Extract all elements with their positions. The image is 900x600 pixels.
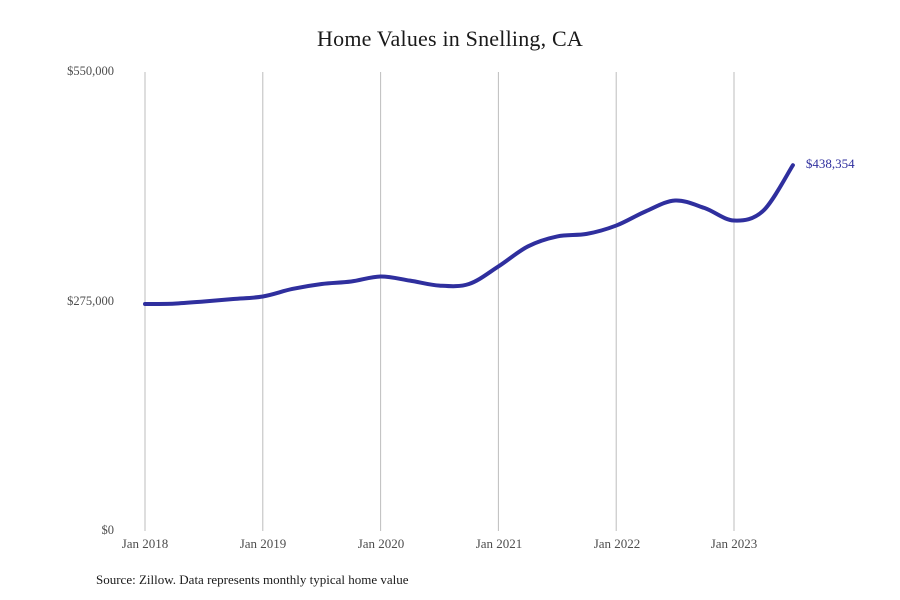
y-axis-tick-275000: $275,000 [67, 294, 114, 308]
y-axis-tick-550000: $550,000 [67, 64, 114, 78]
home-value-series-line [143, 163, 795, 306]
x-axis-tick-jan-2018: Jan 2018 [121, 536, 169, 551]
x-axis-tick-jan-2022: Jan 2022 [593, 536, 641, 551]
chart-title: Home Values in Snelling, CA [317, 26, 583, 51]
x-axis-tick-jan-2023: Jan 2023 [710, 536, 758, 551]
x-axis-tick-jan-2021: Jan 2021 [475, 536, 523, 551]
source-note: Source: Zillow. Data represents monthly … [96, 572, 409, 587]
x-axis-tick-jan-2020: Jan 2020 [357, 536, 405, 551]
gridlines [144, 72, 735, 531]
x-axis-tick-jan-2019: Jan 2019 [239, 536, 287, 551]
end-value-annotation: $438,354 [805, 156, 855, 172]
y-axis-tick-0: $0 [101, 523, 115, 537]
